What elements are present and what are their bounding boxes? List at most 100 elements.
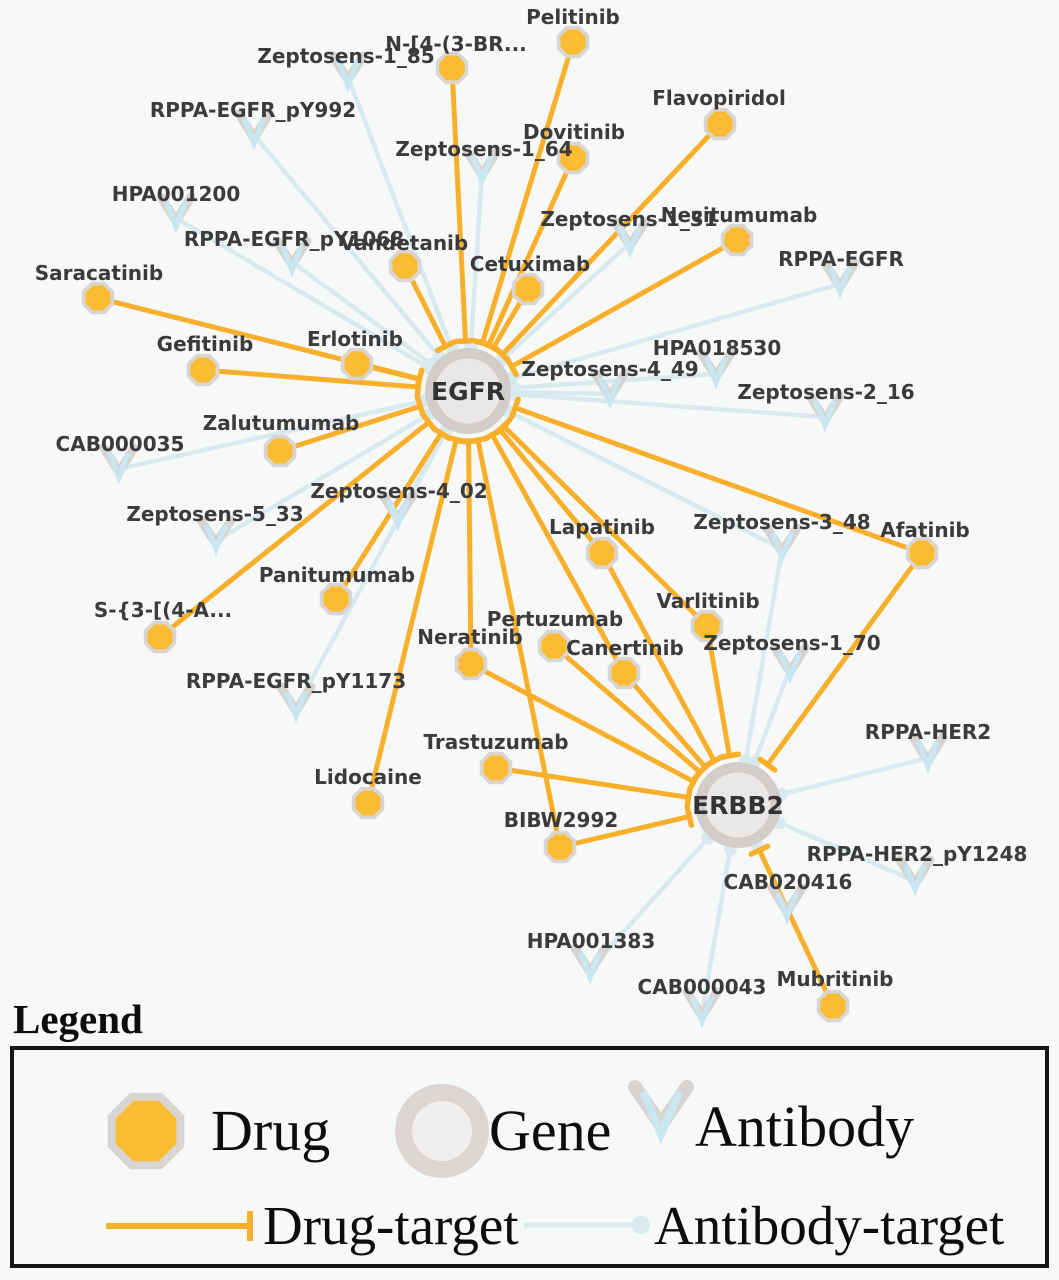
antibody-target-edge-zeptosens-5-33-egfr bbox=[214, 412, 431, 543]
antibody-node-rppa-her2-py1248[interactable] bbox=[895, 855, 935, 897]
drug-node-erlotinib[interactable] bbox=[340, 347, 374, 381]
drug-node-trastuzumab[interactable] bbox=[479, 751, 513, 785]
drug-body bbox=[694, 613, 720, 639]
node-label-pertuzumab: Pertuzumab bbox=[487, 607, 623, 631]
drug-node-zalutumumab[interactable] bbox=[263, 434, 297, 468]
drug-node-panitumumab[interactable] bbox=[319, 582, 353, 616]
drug-node-bibw2992[interactable] bbox=[543, 830, 577, 864]
antibody-chevron-fill bbox=[241, 117, 267, 151]
drug-edge-tee-cap bbox=[684, 785, 693, 810]
antibody-node-hpa018530[interactable] bbox=[696, 348, 736, 390]
antibody-target-edge-rppa-egfr-egfr bbox=[510, 281, 841, 381]
antibody-chevron-fill bbox=[279, 244, 305, 278]
antibody-chevron-fill bbox=[915, 740, 941, 774]
antibody-node-hpa001383[interactable] bbox=[570, 943, 610, 985]
node-label-hpa001383: HPA001383 bbox=[527, 929, 656, 953]
drug-target-edge-bibw2992-egfr bbox=[475, 439, 563, 848]
drug-node-canertinib[interactable] bbox=[607, 656, 641, 690]
drug-target-edge-pertuzumab-erbb2 bbox=[552, 644, 702, 775]
gene-node-erbb2[interactable]: ERBB2 bbox=[692, 762, 784, 848]
drug-node-pelitinib[interactable] bbox=[556, 25, 590, 59]
drug-node-cetuximab[interactable] bbox=[511, 272, 545, 306]
drug-node-lapatinib[interactable] bbox=[585, 536, 619, 570]
drug-edge-tee-cap bbox=[444, 434, 468, 445]
antibody-node-zeptosens-1-64[interactable] bbox=[462, 146, 502, 188]
antibody-target-edge-hpa001200-egfr bbox=[174, 216, 431, 370]
drug-body bbox=[190, 357, 216, 383]
drug-node-necitumumab[interactable] bbox=[720, 223, 754, 257]
antibody-node-zeptosens-5-33[interactable] bbox=[196, 515, 236, 557]
node-label-zeptosens-3-48: Zeptosens-3_48 bbox=[693, 510, 870, 534]
drug-node-pertuzumab[interactable] bbox=[537, 629, 571, 663]
antibody-chevron-fill bbox=[902, 863, 928, 897]
drug-edge-tee-cap bbox=[414, 394, 426, 418]
drug-target-edge-icon bbox=[106, 1211, 253, 1241]
antibody-target-edge-cab000043-erbb2 bbox=[699, 848, 733, 1014]
drug-body bbox=[515, 276, 541, 302]
drug-node-vandetanib[interactable] bbox=[388, 249, 422, 283]
antibody-target-edge-zeptosens-1-64-egfr bbox=[468, 171, 485, 347]
antibody-node-rppa-egfr-py992[interactable] bbox=[234, 109, 274, 151]
drug-node-afatinib[interactable] bbox=[905, 536, 939, 570]
drug-node-saracatinib[interactable] bbox=[81, 281, 115, 315]
drug-node-gefitinib[interactable] bbox=[186, 353, 220, 387]
antibody-node-rppa-her2[interactable] bbox=[908, 732, 948, 774]
drug-edge-tee-cap bbox=[434, 339, 457, 354]
antibody-node-zeptosens-1-31[interactable] bbox=[610, 217, 650, 259]
drug-node-n-4-3-br[interactable] bbox=[435, 51, 469, 85]
drug-target-edge-pelitinib-egfr bbox=[480, 41, 576, 344]
drug-target-edge-mubritinib-erbb2 bbox=[757, 849, 836, 1008]
node-label-cab020416: CAB020416 bbox=[724, 870, 853, 894]
drug-node-s-3-4-a[interactable] bbox=[143, 620, 177, 654]
drug-target-edge-panitumumab-egfr bbox=[333, 431, 444, 601]
antibody-target-edge-hpa018530-egfr bbox=[512, 371, 717, 391]
antibody-node-zeptosens-4-02[interactable] bbox=[378, 490, 418, 532]
drug-target-edge-canertinib-erbb2 bbox=[622, 671, 708, 769]
gene-body bbox=[435, 358, 501, 424]
drug-edge-tee-cap bbox=[420, 412, 438, 432]
legend-drug-target-label: Drug-target bbox=[263, 1195, 519, 1256]
antibody-node-rppa-egfr-py1173[interactable] bbox=[276, 682, 316, 724]
antibody-node-cab000035[interactable] bbox=[99, 443, 139, 485]
antibody-node-hpa001200[interactable] bbox=[156, 192, 196, 234]
antibody-chevron-fill bbox=[703, 356, 729, 390]
antibody-node-zeptosens-1-70[interactable] bbox=[770, 643, 810, 685]
drug-edge-tee-cap bbox=[504, 355, 519, 378]
drug-edge-tee-cap bbox=[466, 435, 490, 445]
antibody-node-rppa-egfr[interactable] bbox=[820, 258, 860, 300]
legend-antibody-label: Antibody bbox=[695, 1094, 915, 1159]
drug-body bbox=[147, 624, 173, 650]
antibody-node-cab020416[interactable] bbox=[767, 883, 807, 925]
node-label-afatinib: Afatinib bbox=[880, 518, 970, 542]
antibody-chevron-fill bbox=[577, 951, 603, 985]
antibody-node-zeptosens-3-48[interactable] bbox=[762, 523, 802, 565]
antibody-target-edge-cab000035-egfr bbox=[118, 398, 425, 472]
antibody-node-zeptosens-1-85[interactable] bbox=[328, 51, 368, 93]
antibody-node-rppa-egfr-py1068[interactable] bbox=[272, 236, 312, 278]
antibody-node-zeptosens-2-16[interactable] bbox=[805, 391, 845, 433]
antibody-chevron-fill bbox=[469, 154, 495, 188]
drug-node-lidocaine[interactable] bbox=[351, 786, 385, 820]
node-label-zalutumumab: Zalutumumab bbox=[203, 411, 360, 435]
drug-node-flavopiridol[interactable] bbox=[703, 107, 737, 141]
drug-node-dovitinib[interactable] bbox=[556, 141, 590, 175]
node-label-rppa-egfr-py1068: RPPA-EGFR_pY1068 bbox=[184, 227, 404, 251]
antibody-node-zeptosens-4-49[interactable] bbox=[590, 368, 630, 410]
antibody-chevron-fill bbox=[774, 891, 800, 925]
antibody-target-edge-zeptosens-1-31-egfr bbox=[499, 241, 632, 363]
drug-target-edge-s-3-4-a-egfr bbox=[158, 420, 431, 639]
antibody-chevron-fill bbox=[827, 266, 853, 300]
drug-body bbox=[323, 586, 349, 612]
node-label-cetuximab: Cetuximab bbox=[470, 252, 590, 276]
drug-body bbox=[458, 651, 484, 677]
antibody-chevron-fill bbox=[597, 376, 623, 410]
antibody-chevron-fill bbox=[385, 498, 411, 532]
node-label-rppa-egfr-py992: RPPA-EGFR_pY992 bbox=[150, 98, 356, 122]
drug-body bbox=[392, 253, 418, 279]
drug-node-mubritinib[interactable] bbox=[816, 989, 850, 1023]
antibody-target-edge-zeptosens-3-48-erbb2 bbox=[743, 548, 785, 762]
drug-node-neratinib[interactable] bbox=[454, 647, 488, 681]
antibody-node-cab000043[interactable] bbox=[682, 987, 722, 1029]
gene-node-egfr[interactable]: EGFR bbox=[425, 348, 511, 434]
drug-node-varlitinib[interactable] bbox=[690, 609, 724, 643]
